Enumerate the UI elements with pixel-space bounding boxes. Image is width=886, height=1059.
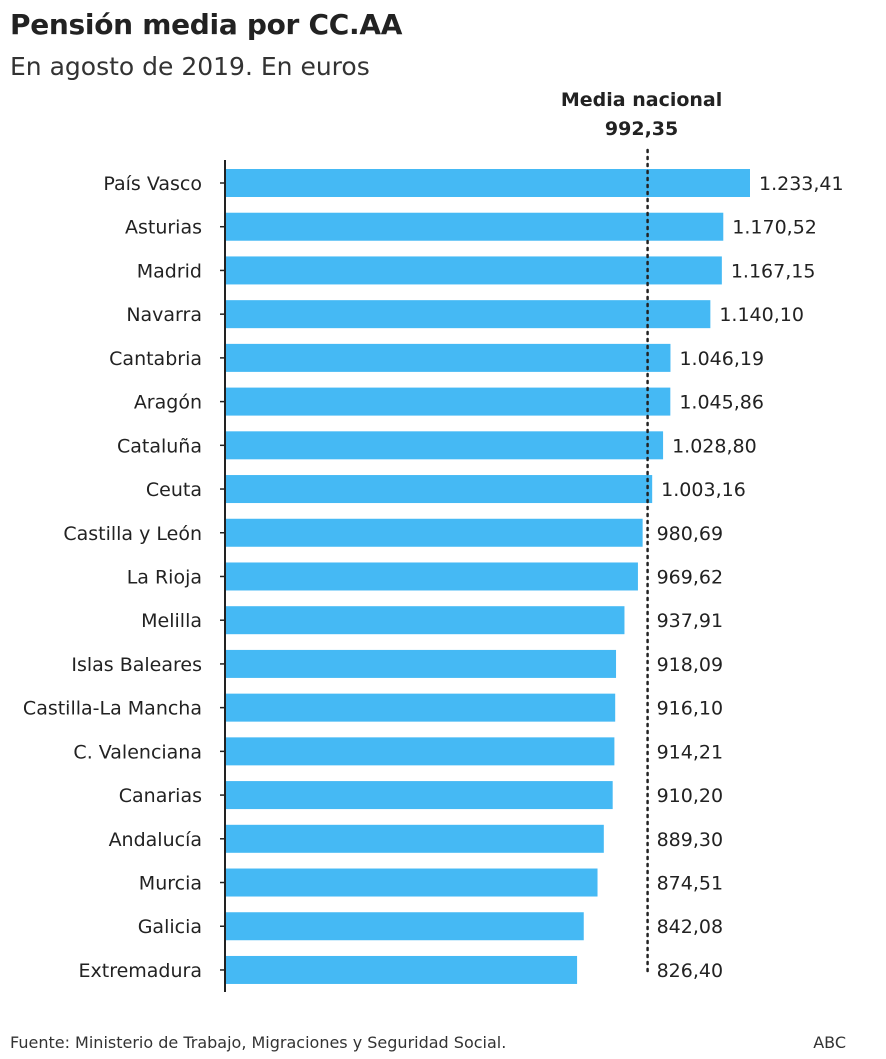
chart-title: Pensión media por CC.AA	[10, 8, 403, 41]
bar	[226, 475, 653, 504]
reference-line-value: 992,35	[605, 118, 678, 140]
bar	[226, 212, 724, 241]
value-label: 874,51	[657, 873, 723, 895]
value-label: 1.046,19	[679, 348, 764, 370]
category-label: Extremadura	[79, 960, 203, 982]
bar	[226, 169, 750, 197]
category-label: Andalucía	[109, 829, 202, 851]
value-label: 980,69	[657, 523, 723, 545]
category-label: Ceuta	[146, 479, 202, 501]
category-label: Aragón	[134, 392, 202, 414]
chart-subtitle: En agosto de 2019. En euros	[10, 52, 370, 81]
bar	[226, 300, 711, 329]
bar	[226, 868, 598, 897]
category-label: Murcia	[139, 873, 202, 895]
value-label: 1.167,15	[731, 260, 816, 282]
bar	[226, 781, 613, 810]
value-label: 1.003,16	[661, 479, 746, 501]
value-label: 918,09	[657, 654, 723, 676]
bar	[226, 649, 617, 678]
bar	[226, 431, 664, 460]
bar	[226, 955, 578, 984]
bar	[226, 737, 615, 766]
category-label: Navarra	[126, 304, 202, 326]
bar	[226, 387, 671, 416]
category-label: Islas Baleares	[71, 654, 202, 676]
brand-label: ABC	[813, 1033, 846, 1052]
category-label: País Vasco	[103, 173, 202, 195]
category-label: Madrid	[137, 260, 202, 282]
category-label: Castilla y León	[63, 523, 202, 545]
value-label: 910,20	[657, 785, 723, 807]
category-label: Canarias	[119, 785, 202, 807]
value-label: 1.233,41	[759, 173, 844, 195]
category-label: Cataluña	[117, 435, 202, 457]
value-label: 1.170,52	[732, 217, 817, 239]
value-label: 916,10	[657, 698, 723, 720]
reference-line-label: Media nacional	[561, 89, 722, 111]
category-label: Castilla-La Mancha	[23, 698, 202, 720]
value-label: 937,91	[657, 610, 723, 632]
value-label: 889,30	[657, 829, 723, 851]
category-label: Melilla	[141, 610, 202, 632]
bar	[226, 912, 584, 941]
value-label: 826,40	[657, 960, 723, 982]
value-label: 969,62	[657, 566, 723, 588]
bar	[226, 824, 604, 853]
bars-group: País Vasco 1.233,41 Asturias 1.170,52 Madrid…	[23, 169, 844, 984]
bar	[226, 606, 625, 635]
category-label: La Rioja	[127, 566, 202, 588]
category-label: C. Valenciana	[73, 741, 202, 763]
category-label: Cantabria	[109, 348, 202, 370]
value-label: 1.045,86	[679, 392, 764, 414]
value-label: 914,21	[657, 741, 723, 763]
bar	[226, 256, 722, 285]
bar	[226, 562, 638, 591]
category-label: Galicia	[138, 916, 202, 938]
value-label: 1.140,10	[719, 304, 804, 326]
bar	[226, 518, 643, 547]
value-label: 842,08	[657, 916, 723, 938]
category-label: Asturias	[125, 217, 202, 239]
value-label: 1.028,80	[672, 435, 757, 457]
bar	[226, 693, 616, 722]
bar	[226, 343, 671, 372]
source-note: Fuente: Ministerio de Trabajo, Migracion…	[10, 1033, 507, 1052]
